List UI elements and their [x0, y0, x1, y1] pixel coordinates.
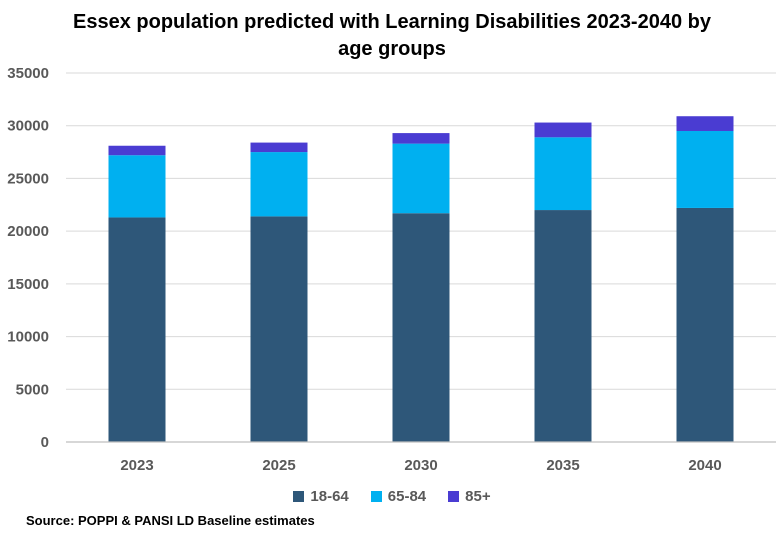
- legend-swatch-85plus: [448, 491, 460, 502]
- x-tick-label-2040: 2040: [688, 457, 721, 474]
- bar-2035-85plus: [534, 122, 592, 138]
- y-tick-label-5000: 5000: [16, 381, 49, 398]
- x-tick-label-2030: 2030: [404, 457, 437, 474]
- bar-2023-85plus: [108, 145, 166, 156]
- legend-label-18-64: 18-64: [310, 488, 349, 505]
- bars: [108, 116, 734, 442]
- legend-label-85plus: 85+: [465, 488, 491, 505]
- legend: 18-64 65-84 85+: [0, 488, 784, 505]
- chart-title-line-2: age groups: [338, 38, 446, 60]
- y-tick-label-25000: 25000: [7, 170, 49, 187]
- bar-2040-85plus: [676, 116, 734, 131]
- y-tick-label-35000: 35000: [7, 65, 49, 82]
- bar-2025-65-84: [250, 152, 308, 217]
- bar-2025-18-64: [250, 216, 308, 442]
- bar-2040-65-84: [676, 130, 734, 208]
- legend-item-85plus: 85+: [448, 488, 491, 505]
- source-note: Source: POPPI & PANSI LD Baseline estima…: [26, 513, 315, 528]
- y-tick-label-0: 0: [41, 434, 49, 451]
- legend-item-18-64: 18-64: [293, 488, 349, 505]
- bar-2023-65-84: [108, 155, 166, 218]
- bar-2035-18-64: [534, 210, 592, 442]
- bar-2030-85plus: [392, 133, 450, 144]
- y-tick-label-30000: 30000: [7, 118, 49, 135]
- legend-label-65-84: 65-84: [387, 488, 427, 505]
- bar-2040-18-64: [676, 207, 734, 442]
- chart-title-line-1: Essex population predicted with Learning…: [73, 11, 711, 33]
- legend-swatch-65-84: [370, 491, 382, 502]
- bar-2025-85plus: [250, 142, 308, 153]
- bar-2030-18-64: [392, 213, 450, 442]
- gridlines: [66, 72, 776, 390]
- chart-title: Essex population predicted with Learning…: [0, 9, 784, 63]
- legend-swatch-18-64: [293, 491, 305, 502]
- legend-item-65-84: 65-84: [370, 488, 427, 505]
- bar-2023-18-64: [108, 217, 166, 442]
- bar-2030-65-84: [392, 143, 450, 214]
- y-tick-label-10000: 10000: [7, 329, 49, 346]
- x-tick-label-2035: 2035: [546, 457, 579, 474]
- x-tick-label-2023: 2023: [120, 457, 153, 474]
- x-tick-label-2025: 2025: [262, 457, 295, 474]
- y-tick-label-15000: 15000: [7, 276, 49, 293]
- y-tick-label-20000: 20000: [7, 223, 49, 240]
- axes: 0 5000 10000 15000 20000 25000 30000 35000 2023 2…: [7, 65, 776, 474]
- bar-2035-65-84: [534, 137, 592, 211]
